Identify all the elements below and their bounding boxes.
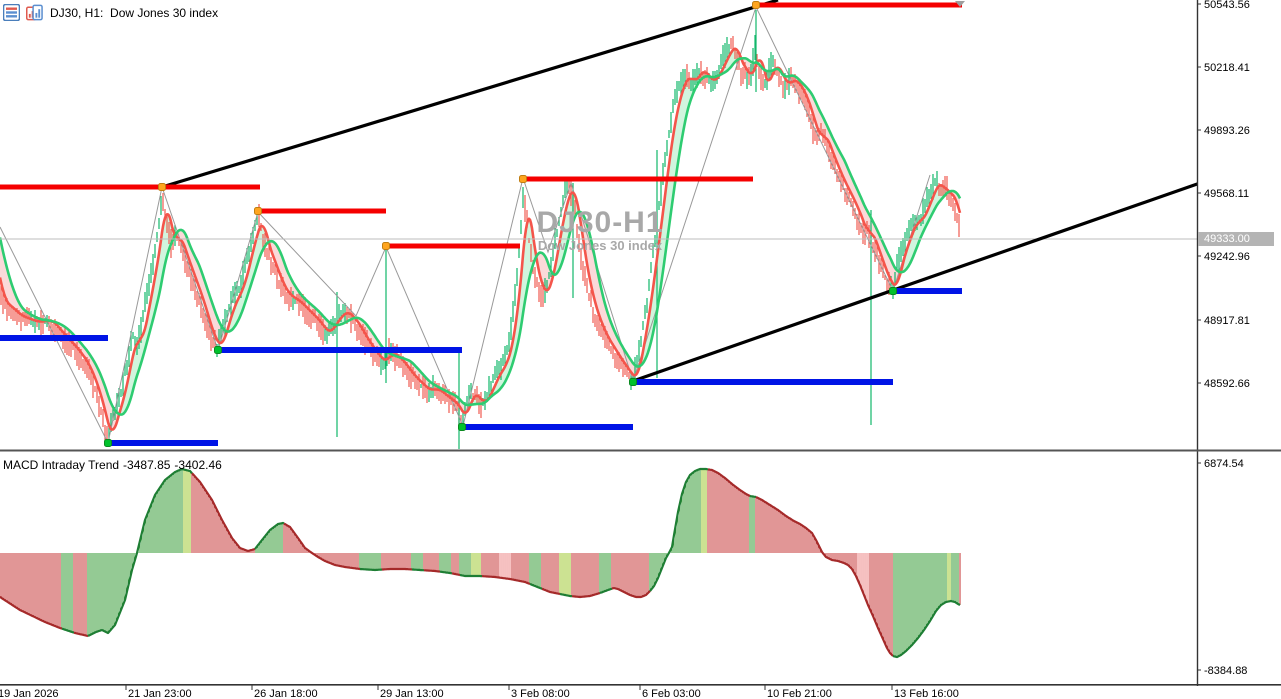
ma-fast-line [0, 47, 962, 431]
macd-value: -3487.85 [123, 458, 171, 472]
time-tick-label: 13 Feb 16:00 [894, 688, 959, 699]
macd-label: MACD Intraday Trend [3, 458, 120, 472]
watermark-symbol: DJ30-H1 [536, 206, 664, 239]
chart-windows-icon [26, 4, 43, 21]
chart-title: DJ30, H1: Dow Jones 30 index [50, 6, 219, 20]
chart-list-icon [3, 4, 20, 21]
macd-signal-value: -3402.46 [174, 458, 222, 472]
watermark-name: Dow Jones 30 index [537, 238, 663, 253]
macd-axis[interactable]: 6874.54 -8384.88 [1197, 458, 1247, 677]
time-tick-label: 26 Jan 18:00 [254, 688, 318, 699]
price-tick-label: 49242.96 [1204, 251, 1250, 263]
current-price-label: 49333.00 [1198, 232, 1274, 246]
ma-slow-line [0, 56, 962, 416]
price-tick-label: 49568.11 [1204, 188, 1249, 200]
object-anchor-arrow-icon[interactable] [955, 1, 965, 7]
macd-tick-label: 6874.54 [1204, 458, 1244, 470]
price-panel[interactable] [0, 0, 1200, 468]
time-axis[interactable]: 19 Jan 2026 21 Jan 23:00 26 Jan 18:00 29 Ja… [0, 684, 959, 699]
time-tick-label: 10 Feb 21:00 [767, 688, 832, 699]
price-tick-label: 50543.56 [1204, 0, 1250, 11]
price-tick-label: 48592.66 [1204, 378, 1250, 390]
macd-panel[interactable] [0, 467, 961, 659]
time-tick-label: 19 Jan 2026 [0, 688, 59, 699]
price-tick-label: 50218.41 [1204, 62, 1250, 74]
macd-header: MACD Intraday Trend -3487.85 -3402.46 [3, 458, 226, 472]
time-tick-label: 6 Feb 03:00 [642, 688, 701, 699]
price-axis[interactable]: 50543.56 50218.41 49893.26 49568.11 49242.96… [1197, 0, 1250, 390]
support-resistance-segments[interactable] [0, 1, 962, 447]
time-tick-label: 29 Jan 13:00 [380, 688, 444, 699]
price-tick-label: 49893.26 [1204, 125, 1250, 137]
macd-tick-label: -8384.88 [1204, 665, 1247, 677]
price-tick-label: 48917.81 [1204, 315, 1250, 327]
trend-channel-lines[interactable] [161, 0, 1200, 383]
time-tick-label: 3 Feb 08:00 [511, 688, 570, 699]
time-tick-label: 21 Jan 23:00 [128, 688, 192, 699]
